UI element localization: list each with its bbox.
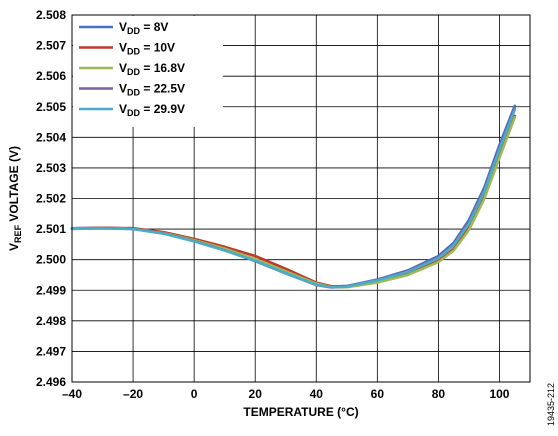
series-line-vdd-29-9v (70, 108, 517, 289)
plot-frame (71, 14, 531, 383)
y-axis-title-rest: VOLTAGE (V) (7, 146, 21, 225)
series-lines (70, 104, 517, 289)
x-tick-label: 0 (191, 387, 198, 401)
y-tick-label: 2.503 (36, 161, 66, 175)
series-line-vdd-16-8v (70, 116, 517, 289)
figure-id: 19435-212 (546, 382, 556, 426)
x-tick-label: 80 (432, 387, 446, 401)
y-tick-label: 2.505 (36, 100, 66, 114)
x-tick-label: –20 (123, 387, 143, 401)
x-tick-label: 100 (489, 387, 509, 401)
x-tick-label: –40 (62, 387, 82, 401)
y-tick-label: 2.501 (36, 222, 66, 236)
grid-lines (71, 14, 530, 383)
y-tick-label: 2.498 (36, 314, 66, 328)
y-tick-label: 2.508 (36, 8, 66, 22)
x-tick-label: 20 (249, 387, 263, 401)
x-axis-title: TEMPERATURE (°C) (243, 405, 358, 419)
legend-label: VDD = 22.5V (119, 82, 185, 98)
x-tick-label: 40 (310, 387, 324, 401)
y-tick-label: 2.497 (36, 344, 66, 358)
legend: VDD = 8V VDD = 10V VDD = 16.8V VDD = 22.5V V… (73, 16, 223, 127)
y-tick-label: 2.506 (36, 69, 66, 83)
legend-label: VDD = 8V (119, 20, 168, 36)
series-line-vdd-10v (70, 114, 517, 288)
legend-label: VDD = 16.8V (119, 61, 185, 77)
y-tick-labels: 2.496 2.497 2.498 2.499 2.500 2.501 2.502 2.503… (36, 8, 66, 389)
y-tick-label: 2.499 (36, 283, 66, 297)
legend-label: VDD = 29.9V (119, 102, 185, 118)
y-axis-title-sub: REF (13, 224, 23, 243)
y-axis-title: VREF VOLTAGE (V) (7, 146, 23, 251)
x-tick-label: 60 (371, 387, 385, 401)
y-tick-label: 2.502 (36, 192, 66, 206)
y-tick-label: 2.496 (36, 375, 66, 389)
y-tick-label: 2.507 (36, 39, 66, 53)
legend-label: VDD = 10V (119, 41, 175, 57)
y-tick-label: 2.500 (36, 253, 66, 267)
y-axis-title-v: V (7, 243, 21, 251)
series-line-vdd-22-5v (70, 106, 517, 289)
x-tick-labels: –40 –20 0 20 40 60 80 100 (62, 387, 510, 401)
y-tick-label: 2.504 (36, 130, 66, 144)
